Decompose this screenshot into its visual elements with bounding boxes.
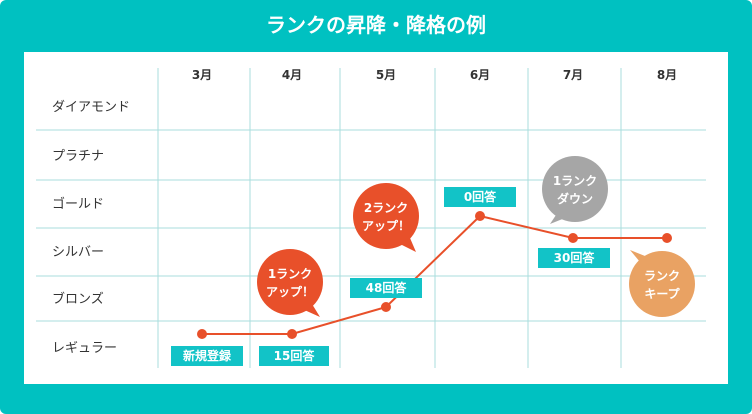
- month-label: 3月: [192, 68, 212, 82]
- speech-bubble: [629, 251, 695, 317]
- count-tag: [171, 346, 243, 366]
- speech-bubble-text: 2ランク: [364, 201, 408, 215]
- data-point: [197, 329, 207, 339]
- data-point: [662, 233, 672, 243]
- speech-bubble-text: 1ランク: [553, 174, 597, 188]
- count-tag-label: 48回答: [366, 280, 408, 295]
- speech-bubble: [353, 183, 419, 249]
- count-tag: [259, 346, 329, 366]
- count-tag-label: 30回答: [554, 250, 596, 265]
- month-label: 8月: [657, 68, 677, 82]
- chart-title: ランクの昇降・降格の例: [266, 13, 486, 37]
- count-tag-label: 15回答: [274, 348, 316, 363]
- count-tag: [350, 278, 422, 298]
- month-label: 6月: [470, 68, 490, 82]
- speech-bubble: [257, 249, 323, 315]
- rank-label: シルバー: [52, 245, 104, 260]
- speech-bubble-text: 1ランク: [268, 267, 312, 281]
- speech-bubble-text: アップ！: [266, 284, 314, 299]
- data-point: [287, 329, 297, 339]
- rank-label: ブロンズ: [52, 291, 104, 307]
- rank-label: ゴールド: [52, 196, 104, 212]
- count-tag-label: 新規登録: [183, 348, 232, 363]
- month-label: 4月: [282, 68, 302, 82]
- speech-bubble-text: キープ: [644, 286, 680, 301]
- count-tag: [444, 187, 516, 207]
- chart-panel: 3月 4月 5月 6月 7月 8月ダイアモンド プラチナゴールドシルバーブロンズレギュラー 新…: [24, 52, 728, 384]
- speech-bubble-text: ランク: [644, 269, 680, 283]
- rank-line: [202, 214, 667, 335]
- rank-label: レギュラー: [52, 341, 117, 356]
- rank-label: プラチナ: [52, 149, 104, 164]
- speech-bubble: [542, 156, 608, 222]
- count-tag-label: 0回答: [464, 189, 497, 204]
- data-point: [381, 302, 391, 312]
- speech-bubble-text: ダウン: [557, 191, 593, 206]
- data-point: [568, 233, 578, 243]
- speech-bubble-text: アップ！: [362, 218, 410, 233]
- rank-label: ダイアモンド: [52, 100, 130, 115]
- count-tag: [538, 248, 610, 268]
- data-point: [475, 211, 485, 221]
- month-label: 7月: [563, 68, 583, 82]
- month-label: 5月: [376, 68, 396, 82]
